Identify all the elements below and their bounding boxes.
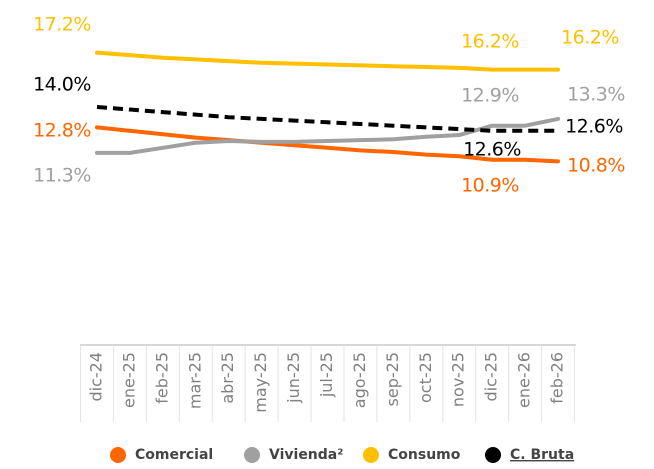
data-label: 12.8% xyxy=(33,120,91,142)
data-label: 16.2% xyxy=(561,27,619,49)
series-line xyxy=(95,125,560,164)
legend-swatch xyxy=(110,447,126,463)
series-line xyxy=(96,105,558,133)
x-tick-label: ene-25 xyxy=(119,352,138,408)
data-label: 17.2% xyxy=(33,14,91,36)
legend-label: C. Bruta xyxy=(510,447,574,463)
x-tick-label: feb-26 xyxy=(548,352,567,404)
x-tick-label: abr-25 xyxy=(218,352,237,404)
data-label: 10.9% xyxy=(461,175,519,197)
data-label: 10.8% xyxy=(567,155,625,177)
data-label: 12.6% xyxy=(463,139,521,161)
data-label: 12.9% xyxy=(461,85,519,107)
x-tick-label: mar-25 xyxy=(185,352,204,409)
data-label: 11.3% xyxy=(33,165,91,187)
x-tick-label: sep-25 xyxy=(383,352,402,406)
legend-label: Comercial xyxy=(135,447,213,463)
data-label: 16.2% xyxy=(461,31,519,53)
x-tick-label: dic-24 xyxy=(87,352,106,402)
data-label: 13.3% xyxy=(567,84,625,106)
x-tick-label: jul-25 xyxy=(317,352,336,398)
x-tick-label: jun-25 xyxy=(284,352,303,404)
x-tick-label: feb-25 xyxy=(152,352,171,404)
legend-label: Vivienda² xyxy=(269,447,343,463)
legend-swatch xyxy=(485,447,501,463)
legend-swatch xyxy=(244,447,260,463)
x-tick-label: dic-25 xyxy=(482,352,501,402)
x-tick-label: ene-26 xyxy=(515,352,534,408)
x-tick-label: nov-25 xyxy=(449,352,468,407)
data-label: 12.6% xyxy=(565,116,623,138)
legend-swatch xyxy=(363,447,379,463)
x-tick-label: ago-25 xyxy=(350,352,369,408)
x-tick-label: oct-25 xyxy=(416,352,435,403)
x-tick-label: may-25 xyxy=(251,352,270,413)
data-label: 14.0% xyxy=(33,74,91,96)
legend-label: Consumo xyxy=(388,447,461,463)
series-line xyxy=(95,50,560,72)
